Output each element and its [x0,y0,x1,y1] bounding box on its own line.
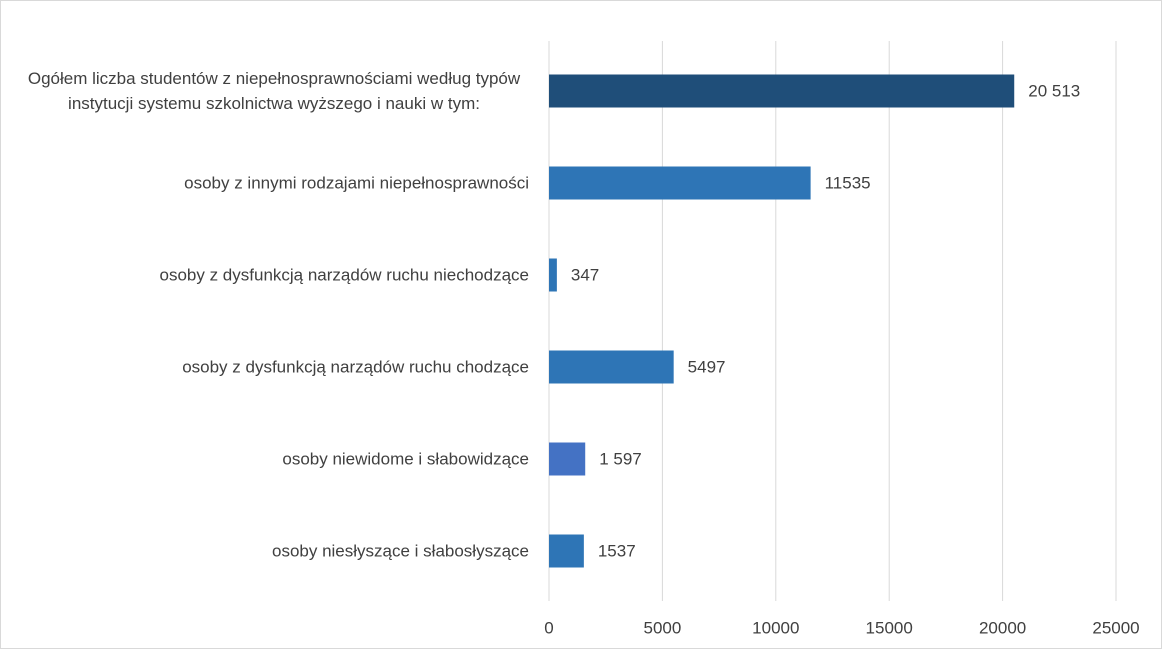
y-tick-label: osoby niewidome i słabowidzące [282,449,529,469]
x-tick-label: 0 [544,618,553,637]
bar [549,166,811,200]
data-label: 11535 [825,173,871,192]
data-label: 347 [571,265,599,284]
y-tick-label: osoby z dysfunkcją narządów ruchu chodzą… [182,357,529,377]
data-label: 1 597 [599,449,642,468]
y-tick-label: osoby z dysfunkcją narządów ruchu niecho… [159,265,530,285]
x-tick-label: 10000 [752,618,799,637]
y-tick-label: Ogółem liczba studentów z niepełnosprawn… [27,69,521,113]
y-tick-label: osoby z innymi rodzajami niepełnosprawno… [184,173,529,193]
data-label: 20 513 [1028,81,1080,100]
x-tick-label: 25000 [1092,618,1139,637]
data-label: 5497 [688,357,726,376]
x-tick-label: 5000 [643,618,681,637]
bar [549,258,557,292]
x-tick-label: 20000 [979,618,1026,637]
bar [549,350,674,384]
x-tick-label: 15000 [866,618,913,637]
bar [549,74,1015,108]
bar [549,442,586,476]
y-tick-label: osoby niesłyszące i słabosłyszące [271,541,529,561]
bar [549,534,584,568]
data-label: 1537 [598,541,636,560]
